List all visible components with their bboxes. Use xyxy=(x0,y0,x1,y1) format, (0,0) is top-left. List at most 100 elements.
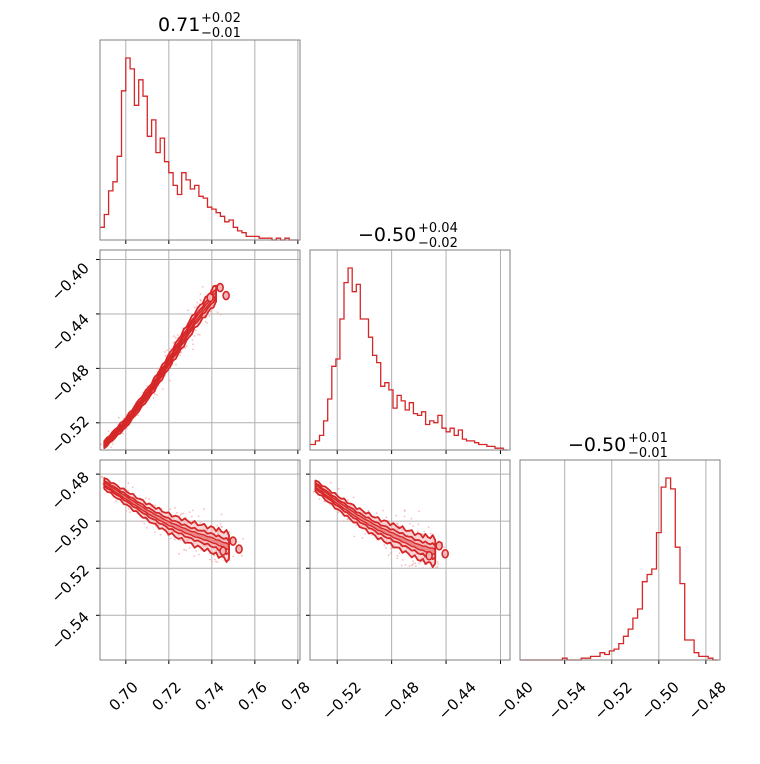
sample-point xyxy=(396,554,399,557)
sample-point xyxy=(179,513,182,516)
y-ticklabels-param-3: −0.48 −0.50 −0.52 −0.54 xyxy=(48,468,93,653)
sample-point xyxy=(219,313,222,316)
sample-point xyxy=(375,512,378,515)
sample-point xyxy=(204,320,207,323)
sample-point xyxy=(412,525,415,528)
sample-point xyxy=(191,339,194,342)
sample-point xyxy=(190,515,193,518)
x-ticklabels-param-2: −0.52 −0.48 −0.44 −0.40 xyxy=(320,678,537,723)
sample-point xyxy=(154,393,156,396)
sample-point xyxy=(107,430,110,432)
sample-point xyxy=(429,532,432,535)
contour-inner xyxy=(314,484,436,555)
sample-point xyxy=(337,511,340,514)
sample-point xyxy=(396,557,399,559)
tick-label: 0.72 xyxy=(148,678,184,714)
sample-point xyxy=(346,518,349,521)
hist-param-3-panel xyxy=(519,459,721,664)
sample-point xyxy=(148,498,150,500)
title-param-2: −0.50 +0.04 −0.02 xyxy=(358,221,458,251)
sample-point xyxy=(159,533,162,536)
sample-point xyxy=(389,552,392,555)
sample-point xyxy=(117,416,120,419)
sample-point xyxy=(169,508,172,510)
y-ticklabels-param-2: −0.40 −0.44 −0.48 −0.52 xyxy=(48,259,93,457)
sample-point xyxy=(179,539,182,542)
contour-p3-p2-panel xyxy=(306,459,511,664)
sample-point xyxy=(196,305,198,308)
sample-point xyxy=(163,351,166,353)
sample-point xyxy=(181,512,183,515)
contour-inner xyxy=(103,481,230,550)
panel-frame xyxy=(99,39,301,241)
tick-label: −0.52 xyxy=(591,678,636,723)
sample-point xyxy=(403,515,406,518)
sample-point xyxy=(191,509,194,512)
sample-point xyxy=(210,310,212,313)
sample-point xyxy=(173,341,176,343)
sample-point xyxy=(400,564,403,567)
sample-point xyxy=(199,521,202,524)
sample-point xyxy=(422,567,425,569)
sample-point xyxy=(412,562,415,565)
tick-label: −0.40 xyxy=(492,678,537,723)
title-param-3-sub: −0.01 xyxy=(628,446,668,461)
x-ticklabels-param-1: 0.70 0.72 0.74 0.76 0.78 xyxy=(105,678,313,714)
sample-point xyxy=(143,522,146,525)
contour-island xyxy=(229,536,237,546)
sample-point xyxy=(220,513,223,516)
tick-label: −0.52 xyxy=(48,412,93,457)
contour-layer xyxy=(100,282,230,450)
contour-island xyxy=(219,546,227,556)
contour-island xyxy=(216,282,224,293)
sample-point xyxy=(156,367,159,370)
sample-point xyxy=(128,511,131,514)
sample-point xyxy=(221,526,223,528)
sample-point xyxy=(131,486,134,489)
tick-label: −0.50 xyxy=(638,678,683,723)
sample-point xyxy=(197,333,199,336)
sample-point xyxy=(417,523,420,526)
sample-point xyxy=(154,504,157,507)
sample-point xyxy=(125,427,128,430)
sample-point xyxy=(385,547,387,550)
sample-point xyxy=(410,564,413,567)
tick-label: −0.52 xyxy=(320,678,365,723)
tick-label: 0.70 xyxy=(105,678,141,714)
contour-island xyxy=(425,550,433,561)
contour-layer xyxy=(312,479,449,569)
sample-point xyxy=(193,555,196,557)
sample-point xyxy=(242,537,245,540)
sample-point xyxy=(178,552,180,555)
panel-frame xyxy=(519,459,721,661)
sample-point xyxy=(382,509,384,512)
sample-point xyxy=(173,335,175,338)
tick-label: −0.44 xyxy=(435,678,480,723)
sample-point xyxy=(152,397,155,399)
title-param-2-value: −0.50 xyxy=(358,224,416,246)
sample-point xyxy=(179,354,181,357)
tick-label: 0.74 xyxy=(191,678,227,714)
sample-point xyxy=(436,566,439,568)
sample-point xyxy=(198,333,201,336)
sample-point xyxy=(137,414,140,417)
sample-point xyxy=(174,507,176,509)
sample-point xyxy=(318,498,321,500)
sample-point xyxy=(196,301,199,304)
sample-point xyxy=(211,560,214,563)
contour-middle xyxy=(103,479,230,555)
contour-island xyxy=(441,548,449,559)
sample-point xyxy=(182,512,185,515)
sample-point xyxy=(199,293,202,296)
sample-point xyxy=(371,534,373,536)
sample-point xyxy=(364,533,367,535)
sample-point xyxy=(169,537,172,540)
sample-point xyxy=(208,315,211,317)
contour-p2-p1-panel xyxy=(96,249,301,454)
sample-point xyxy=(183,548,186,551)
sample-point xyxy=(194,329,197,332)
tick-label: −0.54 xyxy=(545,678,590,723)
sample-point xyxy=(111,443,114,445)
sample-point xyxy=(122,432,124,435)
